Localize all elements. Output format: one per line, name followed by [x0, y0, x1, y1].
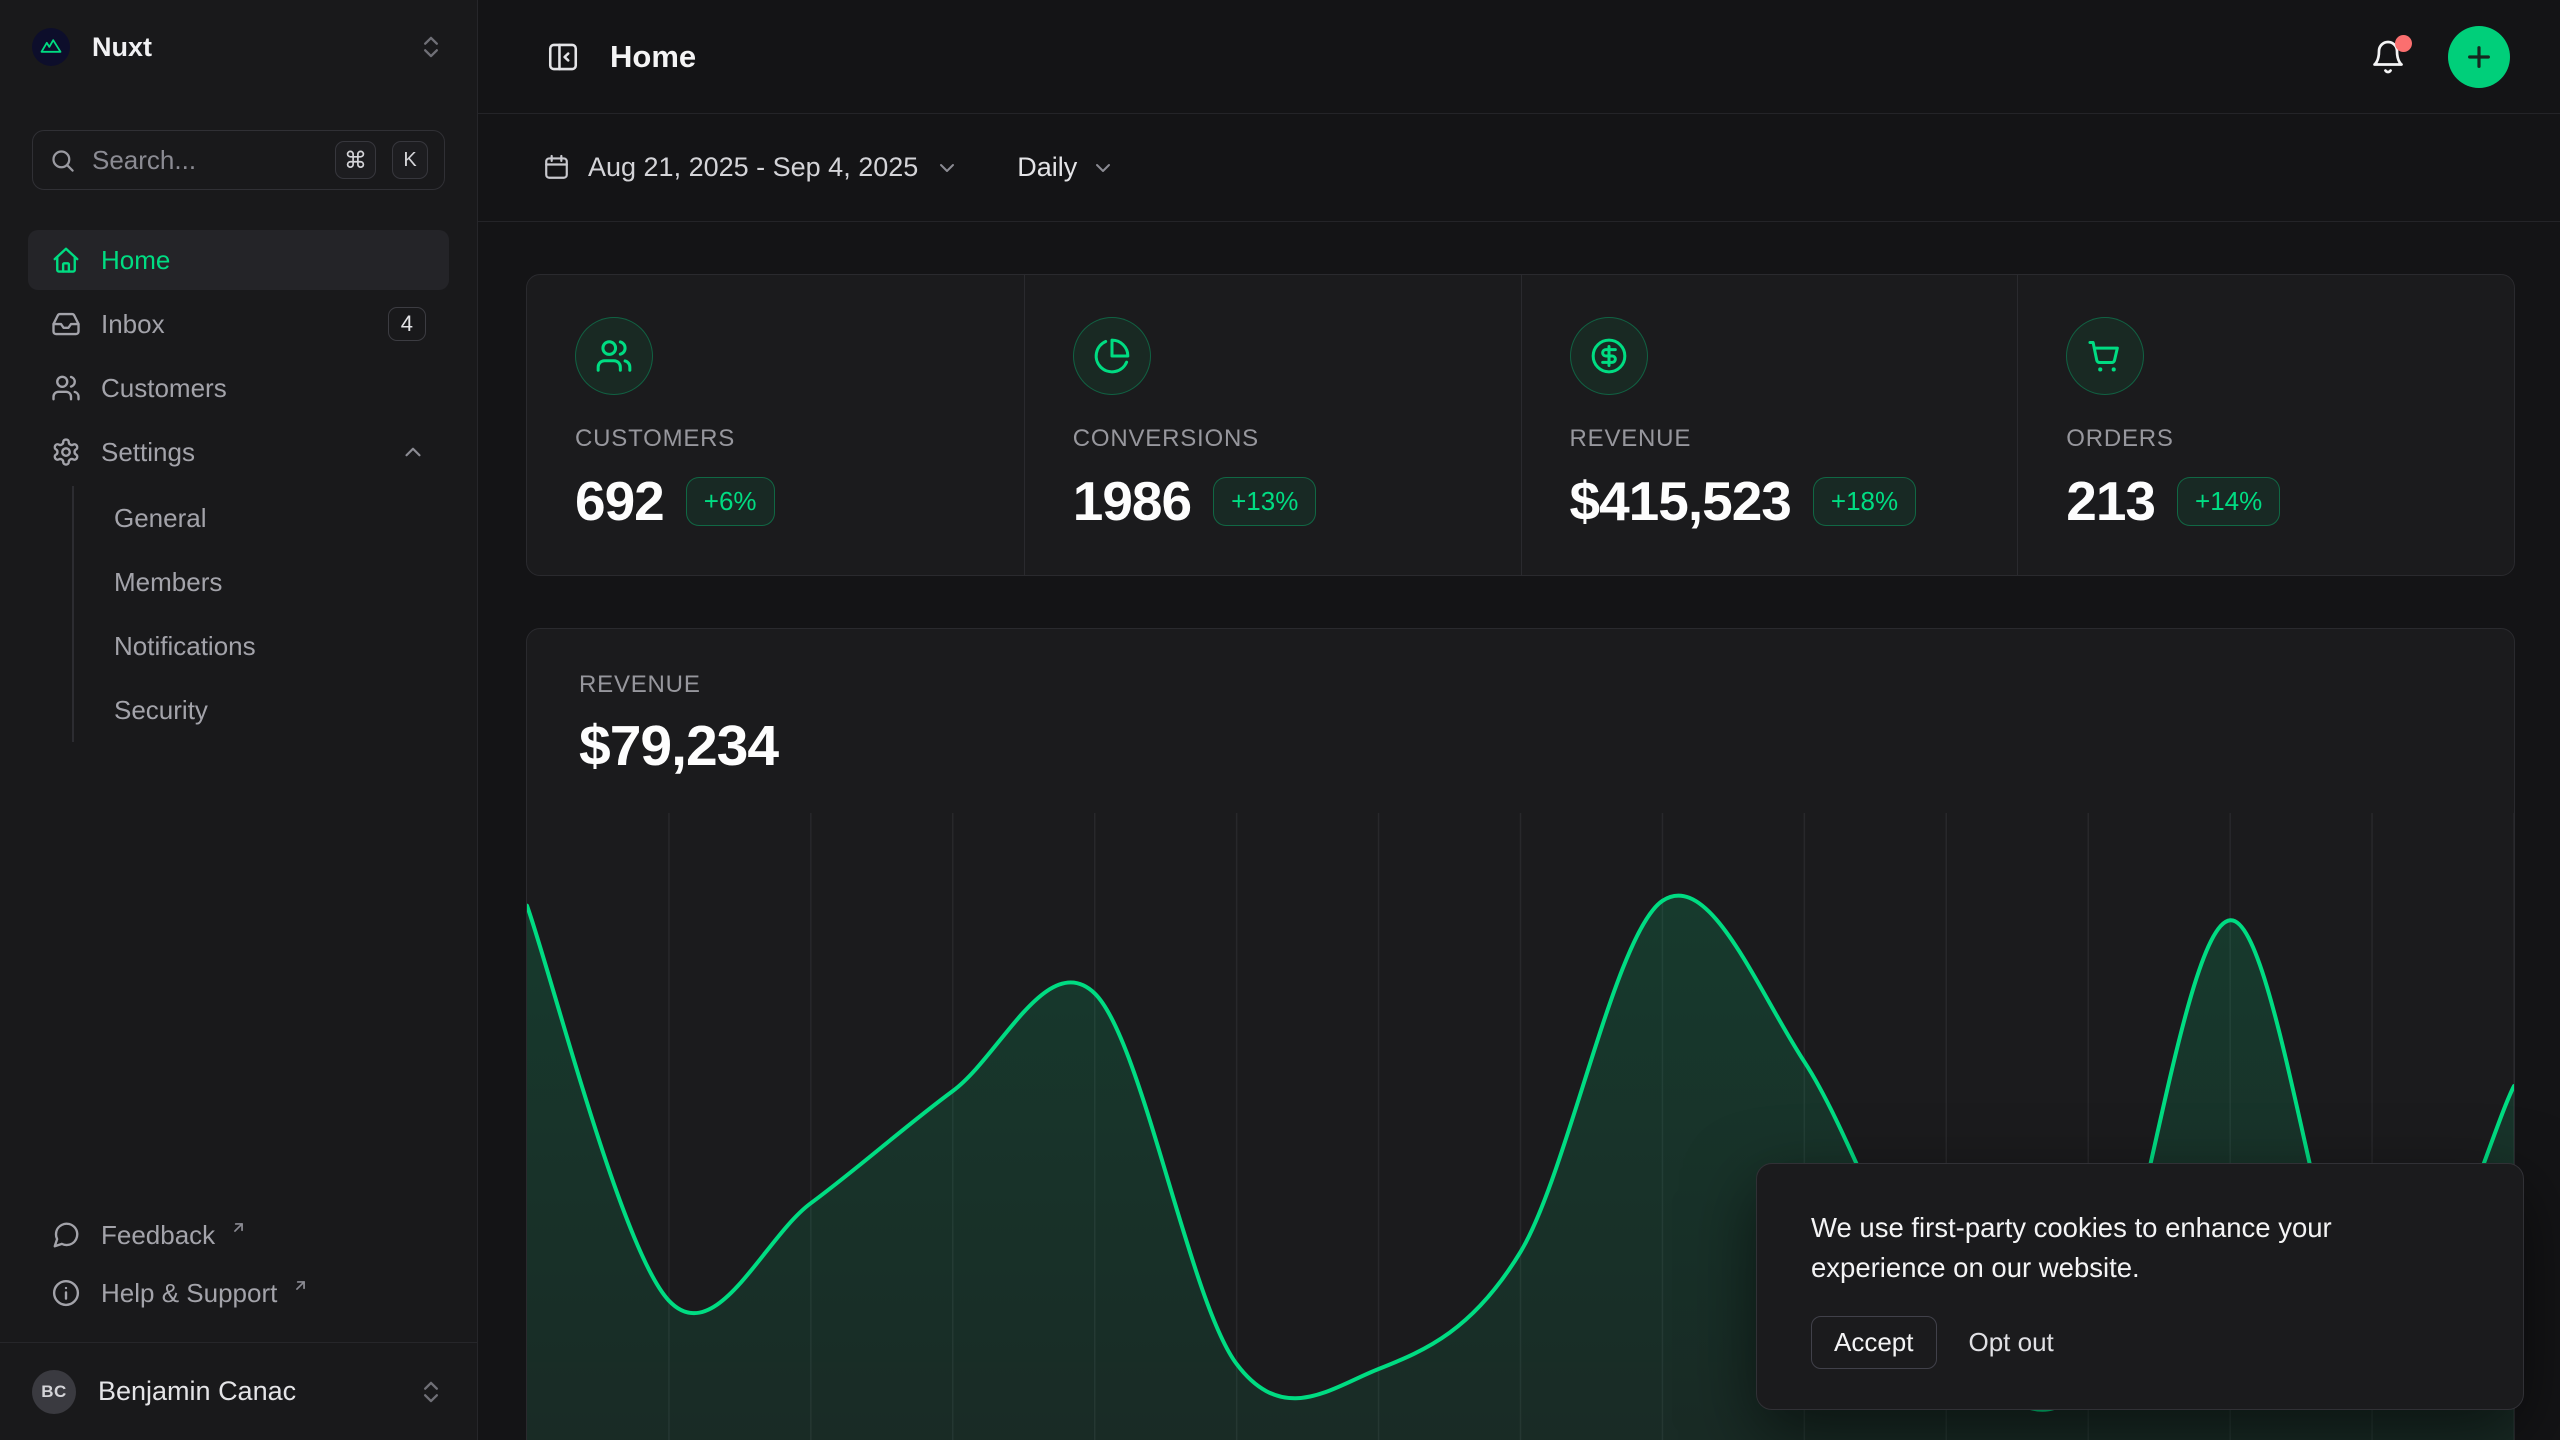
inbox-icon: [52, 312, 80, 336]
sidebar-link-feedback[interactable]: Feedback: [28, 1206, 449, 1264]
search-input[interactable]: ⌘ K: [32, 130, 445, 190]
accept-cookies-button[interactable]: Accept: [1811, 1316, 1937, 1369]
sidebar-subitem-notifications[interactable]: Notifications: [114, 630, 256, 661]
stat-value: $415,523: [1569, 470, 1792, 532]
date-range-value: Aug 21, 2025 - Sep 4, 2025: [588, 152, 919, 182]
circle-dollar-icon: [1591, 338, 1626, 374]
revenue-chart-label: REVENUE: [579, 671, 701, 698]
sidebar-link-help-support[interactable]: Help & Support: [28, 1264, 449, 1322]
optout-cookies-button[interactable]: Opt out: [1951, 1317, 2072, 1368]
users-icon: [596, 340, 632, 372]
stat-label: CUSTOMERS: [575, 425, 736, 452]
arrow-up-right-icon: [234, 1222, 244, 1232]
sidebar-item-label: Settings: [101, 436, 195, 467]
sidebar-subitem-members[interactable]: Members: [114, 566, 223, 597]
stat-card-customers[interactable]: CUSTOMERS 692 +6%: [527, 275, 1024, 575]
date-range-picker[interactable]: Aug 21, 2025 - Sep 4, 2025: [542, 152, 959, 183]
revenue-chart-value: $79,234: [579, 714, 779, 778]
sidebar-subitem-general[interactable]: General: [114, 502, 207, 533]
stat-value: 692: [575, 470, 665, 532]
search-icon: [52, 149, 74, 172]
inbox-badge: 4: [387, 307, 426, 341]
stat-delta-badge: +18%: [1812, 476, 1917, 526]
sidebar-item-label: Customers: [101, 372, 227, 403]
search-field[interactable]: [92, 144, 319, 176]
stat-delta-badge: +13%: [1213, 476, 1317, 526]
add-button[interactable]: [2448, 25, 2510, 88]
home-icon: [53, 247, 79, 273]
kbd-k: K: [392, 141, 428, 179]
user-menu[interactable]: BC Benjamin Canac: [0, 1342, 477, 1440]
sidebar: Nuxt ⌘ K Home Inbox 4 Customers Settings Gene…: [0, 0, 478, 1440]
gear-icon: [53, 438, 79, 466]
stat-label: ORDERS: [2066, 425, 2174, 452]
sidebar-link-label: Feedback: [101, 1219, 216, 1250]
cart-icon: [2088, 341, 2120, 372]
sidebar-collapse-button[interactable]: [542, 36, 584, 78]
stat-delta-badge: +14%: [2177, 476, 2281, 526]
chevron-down-icon: [940, 163, 955, 172]
stat-delta-badge: +6%: [685, 476, 775, 526]
cookie-message: We use first-party cookies to enhance yo…: [1811, 1212, 2332, 1283]
sidebar-subitem-security[interactable]: Security: [114, 694, 208, 725]
stat-card-orders[interactable]: ORDERS 213 +14%: [2017, 275, 2514, 575]
period-value: Daily: [1017, 152, 1078, 182]
page-title: Home: [610, 38, 697, 74]
sidebar-link-label: Help & Support: [101, 1277, 278, 1308]
revenue-area-chart: [527, 813, 2514, 1440]
chevron-down-icon: [1096, 163, 1111, 172]
period-select[interactable]: Daily: [1017, 152, 1115, 183]
plus-icon: [2468, 45, 2490, 68]
bell-icon: [2373, 40, 2403, 73]
revenue-area-fill: [527, 895, 2514, 1440]
avatar: BC: [32, 1369, 76, 1414]
unread-indicator: [2395, 34, 2412, 52]
info-circle-icon: [52, 1279, 80, 1307]
chevron-up-icon: [405, 447, 421, 457]
sidebar-item-label: Home: [101, 244, 171, 275]
revenue-line: [527, 893, 2514, 1412]
filter-toolbar: Aug 21, 2025 - Sep 4, 2025 Daily: [478, 114, 2560, 222]
nuxt-logo-icon: [32, 28, 70, 66]
chat-bubble-icon: [53, 1222, 79, 1248]
stat-label: CONVERSIONS: [1072, 425, 1259, 452]
sidebar-footer: Feedback Help & Support: [0, 1206, 477, 1342]
user-name: Benjamin Canac: [98, 1376, 297, 1406]
workspace-switcher[interactable]: Nuxt: [0, 0, 477, 66]
revenue-chart-svg[interactable]: [527, 813, 2514, 1440]
sidebar-item-inbox[interactable]: Inbox 4: [28, 294, 449, 354]
sidebar-item-home[interactable]: Home: [28, 230, 449, 290]
stat-card-conversions[interactable]: CONVERSIONS 1986 +13%: [1023, 275, 1521, 575]
stat-card-revenue[interactable]: REVENUE $415,523 +18%: [1520, 275, 2018, 575]
kbd-command: ⌘: [335, 141, 376, 179]
arrow-up-right-icon: [296, 1280, 306, 1290]
chevron-up-down-icon: [424, 36, 438, 58]
sidebar-item-settings[interactable]: Settings: [28, 422, 449, 482]
pie-chart-icon: [1094, 338, 1130, 374]
users-icon: [52, 375, 80, 401]
chevron-up-down-icon: [424, 1381, 438, 1402]
sidebar-item-customers[interactable]: Customers: [28, 358, 449, 418]
calendar-icon: [545, 154, 568, 179]
stat-value: 213: [2066, 470, 2156, 532]
settings-submenu: General Members Notifications Security: [72, 486, 449, 742]
stat-label: REVENUE: [1569, 425, 1692, 452]
stats-cards: CUSTOMERS 692 +6% CONVERSIONS 1986 +13% REVENU…: [526, 274, 2515, 576]
sidebar-nav: Home Inbox 4 Customers Settings General Member…: [28, 230, 449, 742]
sidebar-item-label: Inbox: [101, 308, 165, 339]
stat-value: 1986: [1072, 470, 1192, 532]
cookie-banner: We use first-party cookies to enhance yo…: [1756, 1163, 2524, 1410]
panel-left-collapse-icon: [548, 43, 578, 70]
workspace-name: Nuxt: [92, 31, 152, 62]
page-header: Home: [478, 0, 2560, 114]
notifications-button[interactable]: [2364, 33, 2412, 81]
